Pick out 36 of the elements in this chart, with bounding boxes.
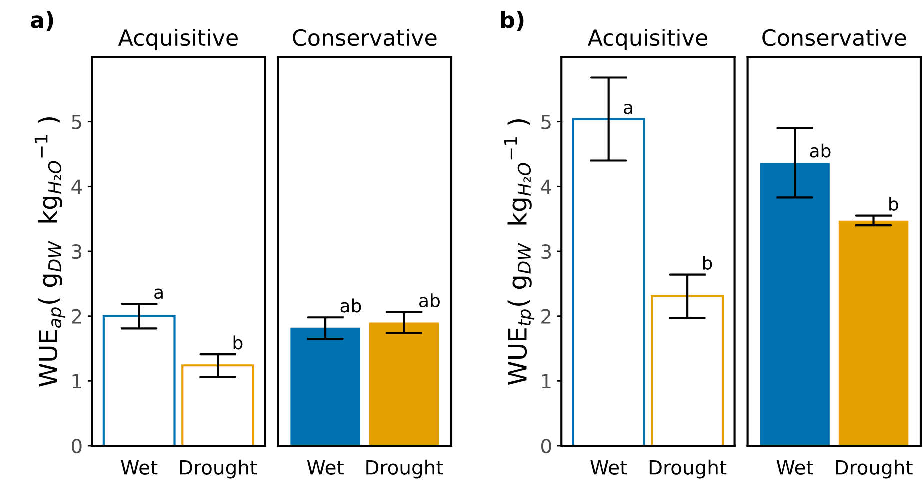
y-tick-label: 3 (72, 244, 82, 260)
x-tick-label: Wet (121, 460, 158, 475)
text: b) (501, 11, 524, 32)
y-axis-title: WUE$_{ap}$( g$_{DW}$ kg$_{H₂O}$$^{−1}$ ) (34, 118, 65, 387)
chart-title: Conservative (293, 29, 437, 46)
y-tick-label: 5 (542, 115, 551, 130)
y-tick-label: 0 (541, 438, 552, 454)
chart-title: Acquisitive (118, 29, 238, 51)
x-tick-label: Drought (180, 460, 258, 479)
x-tick-label: Drought (366, 460, 444, 479)
x-tick-label: Drought (836, 460, 913, 479)
annotation: a (624, 104, 632, 114)
y-tick-label: 5 (72, 115, 82, 130)
annotation: ab (420, 294, 440, 308)
annotation: b (890, 196, 898, 211)
y-axis-title: WUE$_{tp}$( g$_{DW}$ kg$_{H₂O}$$^{−1}$ ) (504, 120, 534, 386)
y-tick-label: 4 (541, 180, 552, 194)
annotation: b (703, 256, 712, 270)
y-tick-label: 2 (542, 309, 551, 324)
annotation: ab (810, 144, 831, 158)
x-tick-label: Wet (307, 460, 344, 475)
y-tick-label: 3 (542, 244, 552, 260)
annotation: a (154, 288, 163, 300)
x-tick-label: Wet (590, 460, 628, 475)
chart-title: Acquisitive (588, 29, 708, 51)
y-tick-label: 1 (542, 374, 551, 389)
text: a) (30, 11, 54, 32)
x-tick-label: Wet (776, 460, 814, 475)
y-tick-label: 0 (72, 438, 82, 454)
chart-title: Conservative (762, 29, 906, 46)
y-tick-label: 4 (72, 180, 82, 194)
x-tick-label: Drought (650, 460, 727, 479)
y-tick-label: 2 (72, 309, 82, 324)
annotation: b (234, 336, 243, 350)
annotation: ab (340, 298, 362, 313)
y-tick-label: 1 (72, 374, 82, 389)
